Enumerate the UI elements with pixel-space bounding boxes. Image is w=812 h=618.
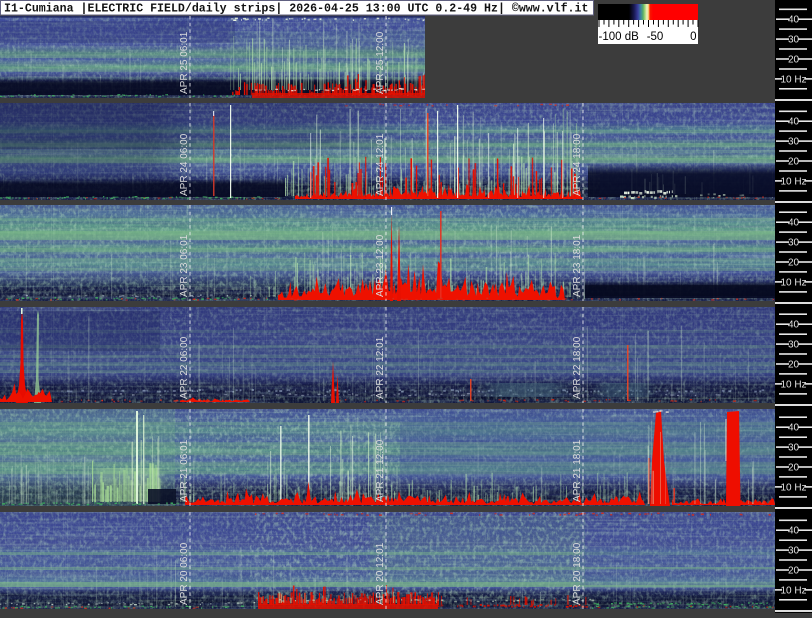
svg-text:40: 40: [788, 218, 800, 229]
svg-text:10 Hz: 10 Hz: [780, 482, 806, 493]
svg-text:40: 40: [788, 117, 800, 128]
svg-text:40: 40: [788, 526, 800, 537]
svg-text:20: 20: [788, 359, 800, 370]
svg-text:10 Hz: 10 Hz: [780, 277, 806, 288]
svg-text:APR 23 12:00: APR 23 12:00: [375, 234, 386, 297]
svg-text:30: 30: [788, 546, 800, 557]
svg-text:APR 24 12:01: APR 24 12:01: [375, 133, 386, 196]
svg-text:APR 22 18:00: APR 22 18:00: [572, 336, 583, 399]
svg-text:APR 20 18:00: APR 20 18:00: [572, 542, 583, 605]
svg-text:10 Hz: 10 Hz: [780, 379, 806, 390]
svg-text:20: 20: [788, 54, 800, 65]
svg-text:20: 20: [788, 156, 800, 167]
svg-text:10 Hz: 10 Hz: [780, 176, 806, 187]
svg-text:APR 24 18:00: APR 24 18:00: [572, 133, 583, 196]
svg-text:APR 23 18:01: APR 23 18:01: [572, 234, 583, 297]
svg-text:10 Hz: 10 Hz: [780, 74, 806, 85]
svg-text:30: 30: [788, 35, 800, 46]
svg-text:APR 22 12:01: APR 22 12:01: [375, 336, 386, 399]
svg-text:-50: -50: [647, 31, 664, 43]
svg-text:APR 23 06:01: APR 23 06:01: [179, 234, 190, 297]
svg-text:-100 dB: -100 dB: [599, 31, 640, 43]
svg-text:40: 40: [788, 320, 800, 331]
svg-text:40: 40: [788, 15, 800, 26]
svg-text:APR 25 06:01: APR 25 06:01: [179, 31, 190, 94]
svg-text:40: 40: [788, 423, 800, 434]
svg-text:10 Hz: 10 Hz: [780, 585, 806, 596]
svg-text:APR 21 12:00: APR 21 12:00: [375, 439, 386, 502]
svg-text:20: 20: [788, 462, 800, 473]
svg-text:0: 0: [690, 31, 696, 43]
svg-text:30: 30: [788, 443, 800, 454]
svg-text:20: 20: [788, 257, 800, 268]
svg-text:30: 30: [788, 137, 800, 148]
svg-text:APR 20 06:00: APR 20 06:00: [179, 542, 190, 605]
svg-text:30: 30: [788, 238, 800, 249]
svg-text:APR 25 12:00: APR 25 12:00: [375, 31, 386, 94]
svg-text:I1-Cumiana |ELECTRIC FIELD/dai: I1-Cumiana |ELECTRIC FIELD/daily strips|…: [4, 3, 588, 16]
svg-text:APR 20 12:01: APR 20 12:01: [375, 542, 386, 605]
svg-text:APR 21 06:01: APR 21 06:01: [179, 439, 190, 502]
svg-text:30: 30: [788, 340, 800, 351]
svg-text:APR 24 06:00: APR 24 06:00: [179, 133, 190, 196]
svg-text:20: 20: [788, 565, 800, 576]
svg-text:APR 22 06:00: APR 22 06:00: [179, 336, 190, 399]
svg-text:APR 21 18:01: APR 21 18:01: [572, 439, 583, 502]
